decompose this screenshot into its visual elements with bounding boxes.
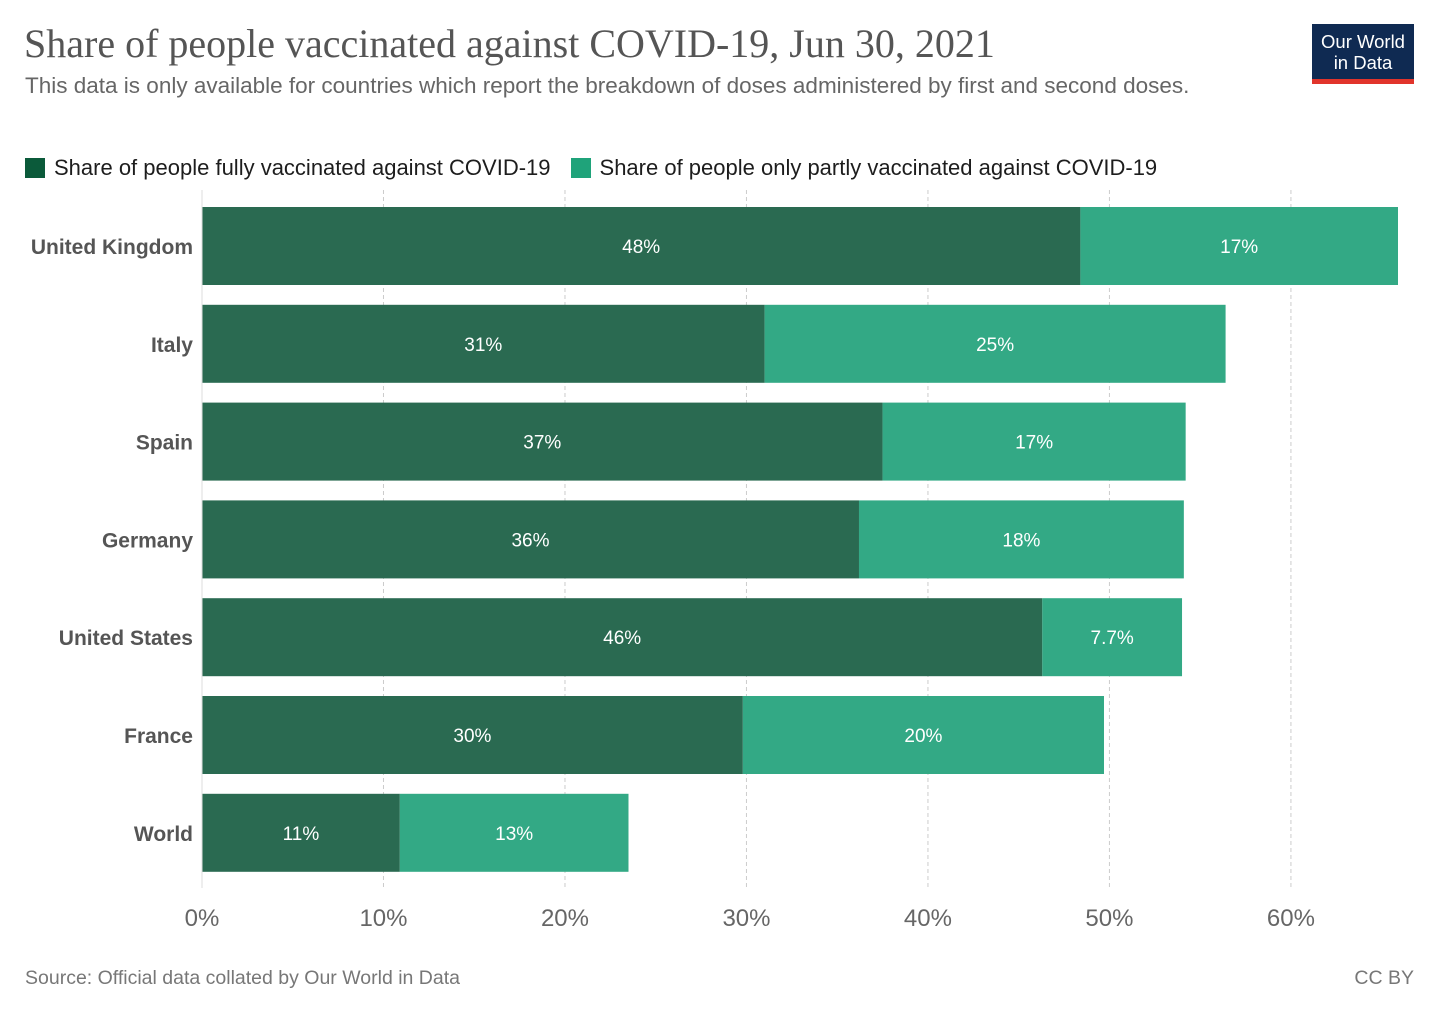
legend-label-partly: Share of people only partly vaccinated a… — [599, 155, 1158, 180]
data-label: 17% — [1015, 433, 1053, 454]
legend-item-fully[interactable]: Share of people fully vaccinated against… — [25, 155, 551, 181]
data-label: 36% — [511, 530, 549, 551]
legend-label-fully: Share of people fully vaccinated against… — [54, 155, 551, 180]
bar-segment — [858, 500, 1184, 579]
bar-segment — [202, 402, 883, 481]
data-label: 17% — [1220, 237, 1258, 258]
bar-segment — [202, 696, 743, 774]
chart-title: Share of people vaccinated against COVID… — [24, 21, 995, 66]
data-label: 37% — [523, 433, 561, 454]
bar-segment — [202, 793, 400, 872]
logo-line-2: in Data — [1333, 52, 1393, 73]
data-label: 13% — [495, 824, 533, 845]
category-label: United States — [59, 627, 193, 650]
data-label: 7.7% — [1091, 628, 1134, 649]
logo-line-1: Our World — [1321, 31, 1405, 52]
bar-segment — [202, 304, 765, 383]
owid-logo[interactable]: Our World in Data — [1312, 24, 1414, 84]
legend-swatch-partly — [570, 158, 591, 178]
data-label: 30% — [453, 726, 491, 747]
source-note[interactable]: Source: Official data collated by Our Wo… — [25, 967, 460, 989]
category-label: Italy — [151, 334, 193, 357]
x-tick-label: 0% — [185, 905, 220, 932]
category-label: World — [134, 823, 193, 846]
bar-segment — [399, 793, 629, 872]
chart-subtitle: This data is only available for countrie… — [25, 73, 1190, 98]
x-tick-label: 40% — [904, 905, 952, 932]
license-note[interactable]: CC BY — [1354, 967, 1414, 989]
data-label: 46% — [603, 628, 641, 649]
data-label: 11% — [283, 824, 320, 845]
data-label: 31% — [464, 335, 502, 356]
data-label: 48% — [622, 237, 660, 258]
x-tick-label: 60% — [1267, 905, 1315, 932]
data-label: 20% — [904, 726, 942, 747]
category-label: France — [124, 725, 193, 748]
category-label: United Kingdom — [31, 236, 193, 259]
x-tick-label: 50% — [1085, 905, 1133, 932]
chart-legend: Share of people fully vaccinated against… — [25, 155, 1177, 181]
category-label: Germany — [102, 529, 193, 552]
x-tick-label: 10% — [359, 905, 407, 932]
bar-segment — [1080, 207, 1398, 285]
bar-segment — [742, 696, 1104, 774]
bar-segment — [202, 207, 1081, 285]
legend-swatch-fully — [25, 158, 45, 178]
x-tick-label: 20% — [541, 905, 589, 932]
bar-segment — [764, 304, 1226, 383]
category-label: Spain — [136, 432, 193, 455]
bar-segment — [202, 500, 859, 579]
data-label: 25% — [976, 335, 1014, 356]
bar-segment — [202, 598, 1043, 677]
bar-segment — [882, 402, 1186, 481]
data-label: 18% — [1002, 530, 1040, 551]
x-tick-label: 30% — [722, 905, 770, 932]
legend-item-partly[interactable]: Share of people only partly vaccinated a… — [570, 155, 1158, 181]
bar-segment — [1042, 598, 1183, 677]
